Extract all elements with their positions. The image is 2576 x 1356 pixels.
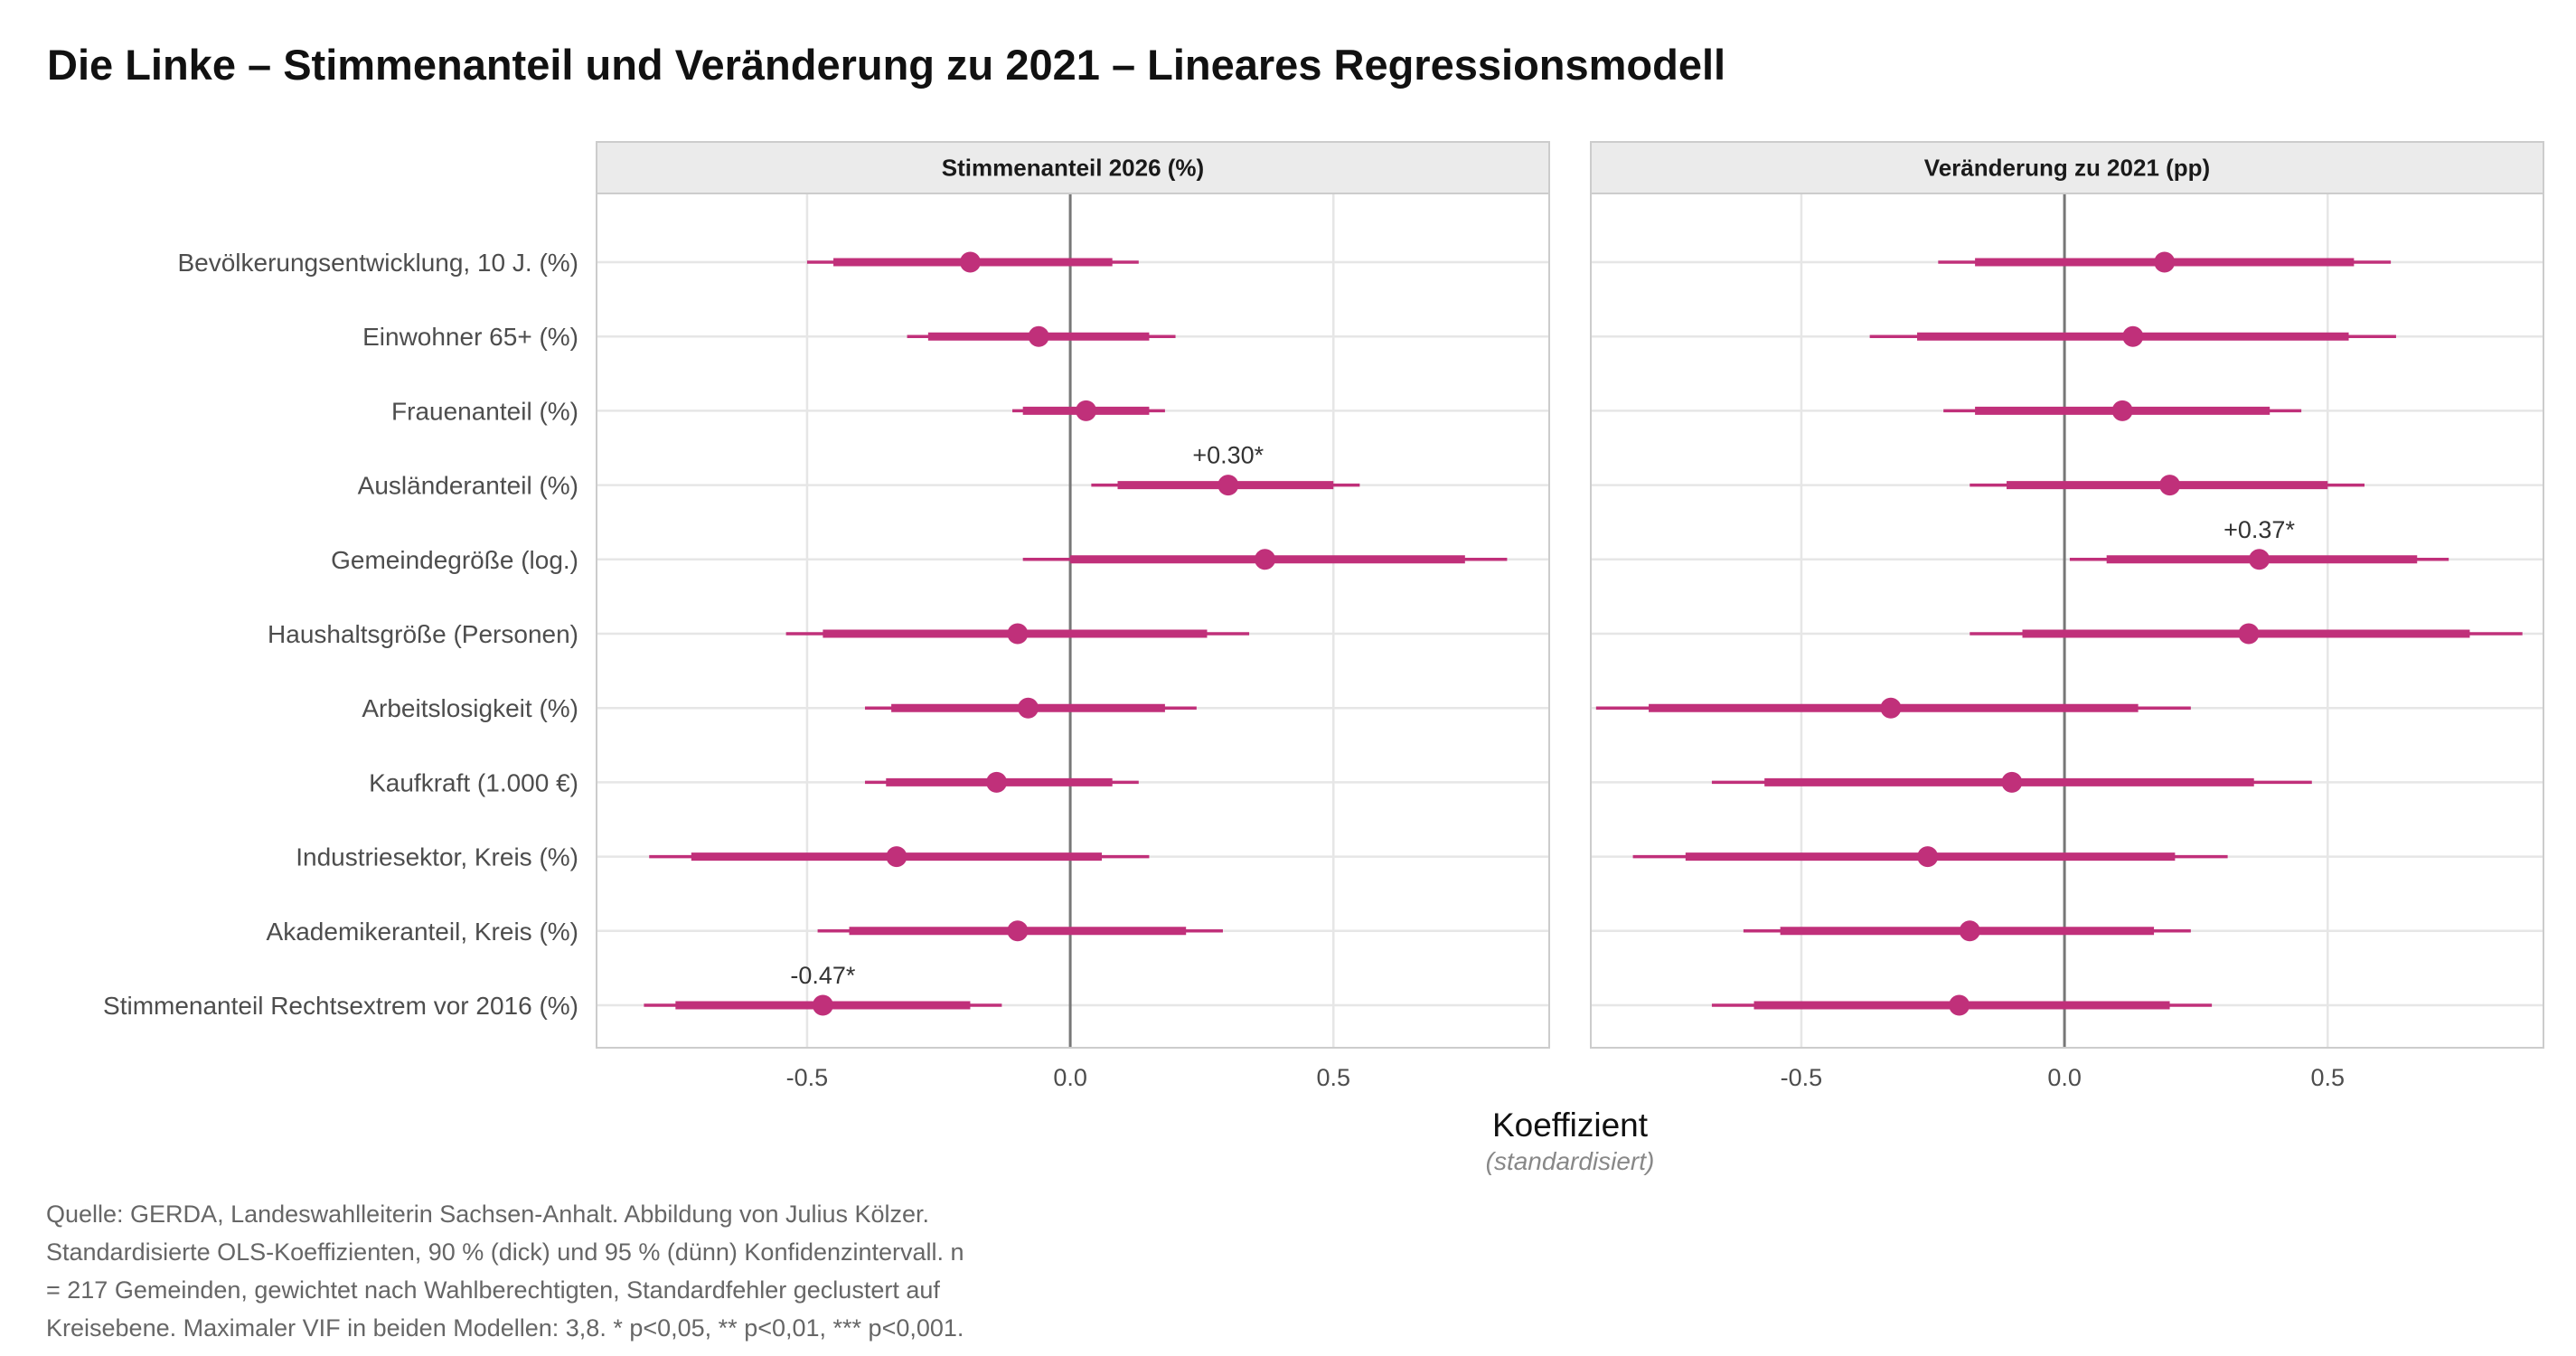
y-tick-label: Einwohner 65+ (%) <box>362 323 578 351</box>
estimate-point <box>886 846 907 868</box>
estimate-point <box>1018 697 1039 719</box>
estimate-point <box>1917 846 1939 868</box>
caption-line: Quelle: GERDA, Landeswahlleiterin Sachse… <box>46 1201 930 1228</box>
chart-title: Die Linke – Stimmenanteil und Veränderun… <box>47 41 1726 89</box>
x-tick-label: 0.0 <box>2047 1064 2082 1091</box>
estimate-point <box>2111 400 2133 421</box>
caption: Quelle: GERDA, Landeswahlleiterin Sachse… <box>46 1195 1095 1347</box>
panel-title: Stimmenanteil 2026 (%) <box>942 155 1204 182</box>
panel-area <box>596 193 1550 1049</box>
x-tick-label: 0.5 <box>2310 1064 2345 1091</box>
estimate-point <box>1255 549 1276 570</box>
significance-label: -0.47* <box>790 962 856 989</box>
caption-line: Standardisierte OLS-Koeffizienten, 90 % … <box>46 1238 964 1266</box>
caption-line: = 217 Gemeinden, gewichtet nach Wahlbere… <box>46 1276 940 1304</box>
estimate-point <box>1949 994 1970 1016</box>
coefficient-plot: Stimmenanteil 2026 (%) +0.30* -0.47* -0.5 0.… <box>103 141 2544 1175</box>
estimate-point <box>1076 400 1097 421</box>
significance-label: +0.37* <box>2223 516 2295 543</box>
y-tick-label: Ausländeranteil (%) <box>358 472 578 500</box>
estimate-point <box>812 994 833 1016</box>
estimate-point <box>2159 475 2181 496</box>
significance-label: +0.30* <box>1192 442 1264 469</box>
y-tick-label: Industriesektor, Kreis (%) <box>296 843 578 871</box>
y-tick-label: Stimmenanteil Rechtsextrem vor 2016 (%) <box>103 992 578 1020</box>
panel-title: Veränderung zu 2021 (pp) <box>1924 155 2210 182</box>
y-tick-label: Kaufkraft (1.000 €) <box>369 768 578 796</box>
panel-strip <box>1590 141 2544 194</box>
y-tick-label: Frauenanteil (%) <box>391 397 578 425</box>
x-tick-label: 0.5 <box>1316 1064 1350 1091</box>
y-tick-label: Gemeindegröße (log.) <box>331 546 578 574</box>
estimate-point <box>1007 920 1029 942</box>
estimate-point <box>2238 623 2260 645</box>
x-axis-title: Koeffizient <box>1492 1106 1649 1144</box>
estimate-point <box>1217 475 1239 496</box>
x-tick-label: 0.0 <box>1053 1064 1087 1091</box>
x-axis-subtitle: (standardisiert) <box>1486 1147 1655 1175</box>
y-tick-label: Akademikeranteil, Kreis (%) <box>267 918 578 946</box>
x-tick-label: -0.5 <box>1781 1064 1823 1091</box>
estimate-point <box>959 251 981 273</box>
y-tick-label: Haushaltsgröße (Personen) <box>268 620 578 648</box>
estimate-point <box>1880 697 1902 719</box>
x-tick-label: -0.5 <box>786 1064 829 1091</box>
estimate-point <box>1959 920 1980 942</box>
caption-line: Kreisebene. Maximaler VIF in beiden Mode… <box>46 1314 964 1342</box>
estimate-point <box>2122 325 2144 347</box>
estimate-point <box>1007 623 1029 645</box>
y-tick-label: Arbeitslosigkeit (%) <box>362 694 578 722</box>
y-tick-label: Bevölkerungsentwicklung, 10 J. (%) <box>177 249 578 277</box>
panel-area <box>1590 193 2544 1049</box>
estimate-point <box>2249 549 2270 570</box>
estimate-point <box>2154 251 2176 273</box>
estimate-point <box>2001 771 2023 793</box>
estimate-point <box>1028 325 1049 347</box>
estimate-point <box>986 771 1008 793</box>
panel-strip <box>596 141 1550 194</box>
